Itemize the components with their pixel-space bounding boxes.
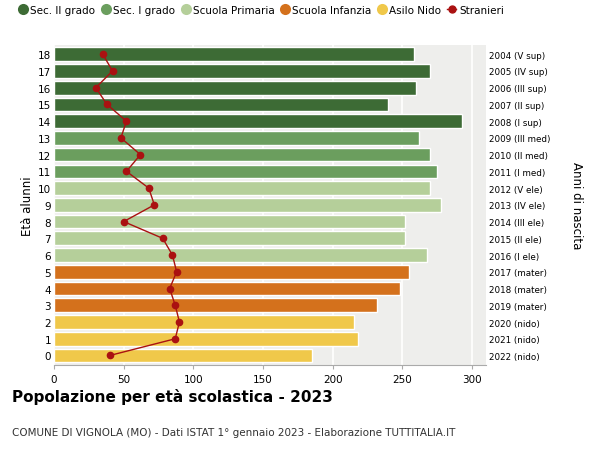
Bar xyxy=(54,199,442,212)
Bar xyxy=(54,265,409,279)
Bar xyxy=(54,82,416,95)
Bar xyxy=(54,215,405,229)
Text: COMUNE DI VIGNOLA (MO) - Dati ISTAT 1° gennaio 2023 - Elaborazione TUTTITALIA.IT: COMUNE DI VIGNOLA (MO) - Dati ISTAT 1° g… xyxy=(12,427,455,437)
Bar xyxy=(54,282,400,296)
Bar xyxy=(54,165,437,179)
Text: Popolazione per età scolastica - 2023: Popolazione per età scolastica - 2023 xyxy=(12,388,333,404)
Bar xyxy=(54,232,405,246)
Bar xyxy=(54,349,312,363)
Bar xyxy=(54,65,430,78)
Legend: Sec. II grado, Sec. I grado, Scuola Primaria, Scuola Infanzia, Asilo Nido, Stran: Sec. II grado, Sec. I grado, Scuola Prim… xyxy=(15,2,508,20)
Bar xyxy=(54,48,413,62)
Bar xyxy=(54,315,353,329)
Bar xyxy=(54,249,427,263)
Y-axis label: Età alunni: Età alunni xyxy=(21,176,34,235)
Bar xyxy=(54,332,358,346)
Bar xyxy=(54,148,430,162)
Bar xyxy=(54,98,388,112)
Bar xyxy=(54,299,377,313)
Bar xyxy=(54,132,419,146)
Bar xyxy=(54,115,463,129)
Bar xyxy=(54,182,430,196)
Y-axis label: Anni di nascita: Anni di nascita xyxy=(570,162,583,249)
